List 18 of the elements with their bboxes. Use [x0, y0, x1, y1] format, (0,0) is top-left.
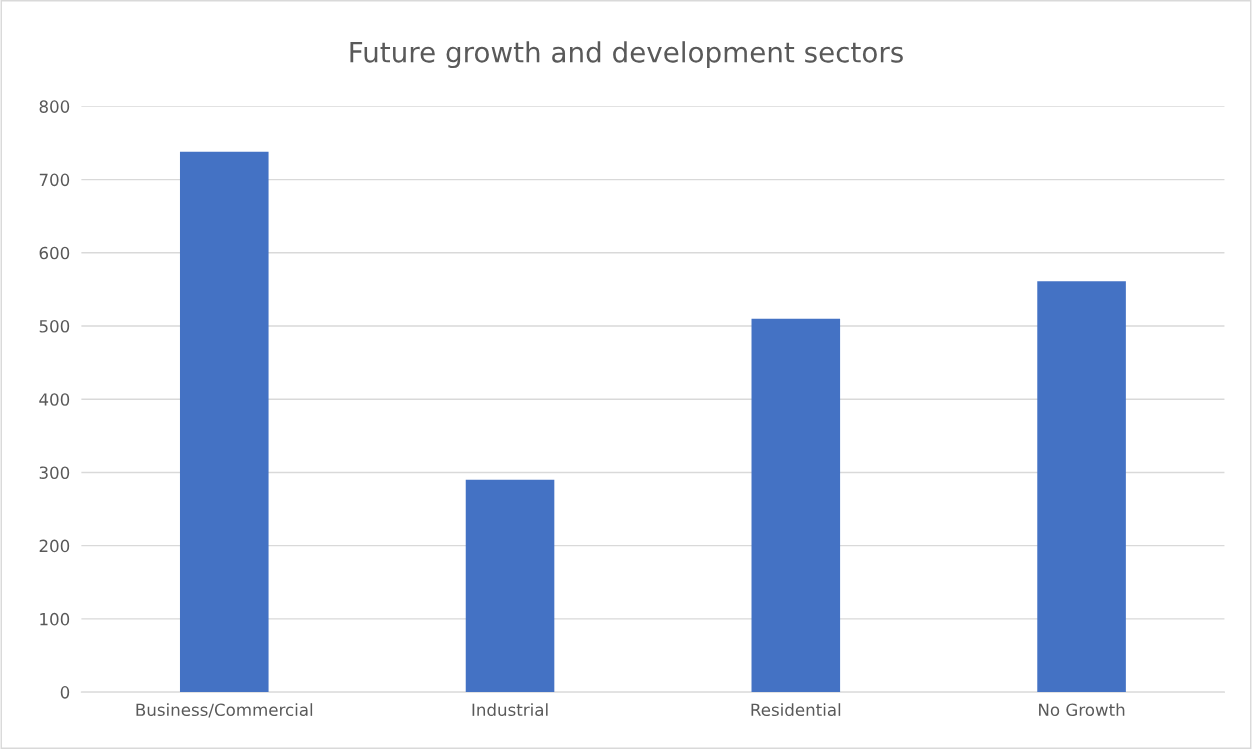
y-tick-label: 0: [60, 686, 70, 699]
bar: [179, 151, 269, 693]
x-tick-label: No Growth: [1039, 703, 1125, 717]
y-tick-label: 600: [39, 246, 70, 260]
y-tick-label: 400: [39, 393, 70, 406]
bar: [751, 318, 841, 693]
y-tick-label: 800: [39, 100, 70, 113]
bar: [1037, 281, 1126, 693]
chart-title: Future growth and development sectors: [350, 41, 903, 69]
y-tick-label: 200: [39, 539, 70, 553]
y-tick-label: 100: [40, 612, 70, 626]
x-tick-label: Industrial: [472, 703, 548, 717]
y-tick-label: 500: [39, 319, 70, 333]
y-tick-label: 300: [39, 466, 70, 479]
bar: [465, 479, 555, 693]
x-tick-label: Business/Commercial: [136, 703, 313, 718]
x-tick-label: Residential: [751, 703, 841, 717]
y-tick-label: 700: [39, 173, 70, 187]
